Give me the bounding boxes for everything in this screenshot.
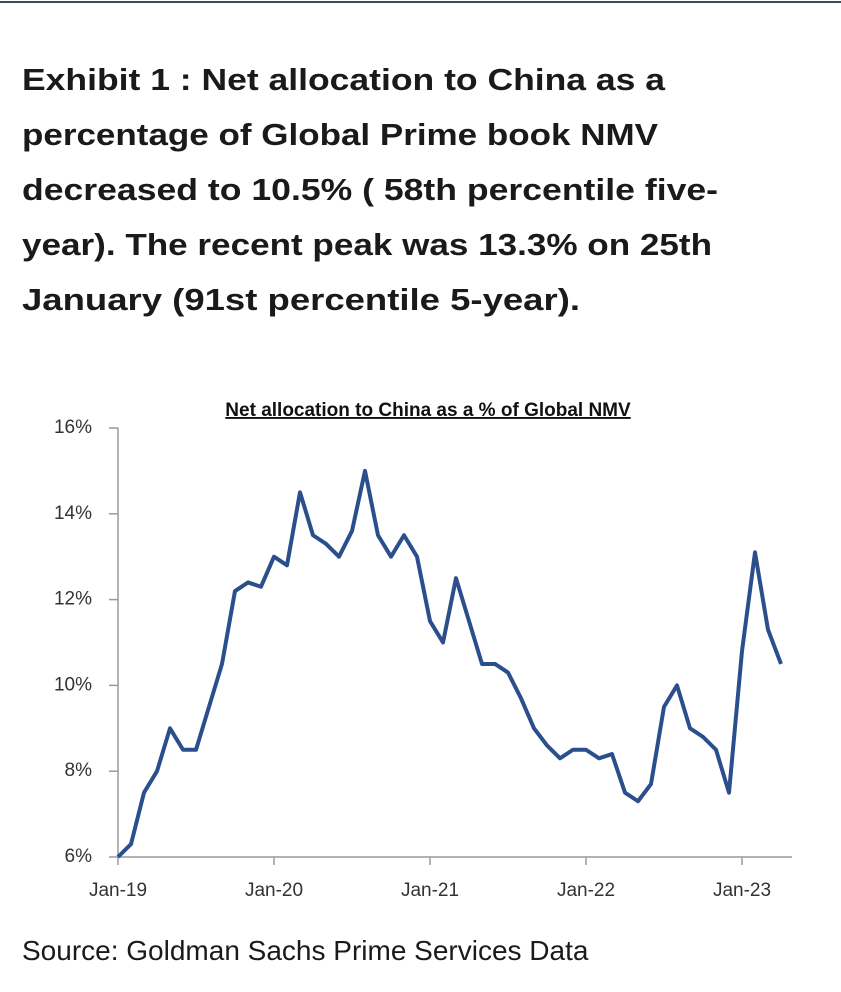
- heading-line: Exhibit 1 : Net allocation to China as a: [22, 62, 666, 97]
- y-tick-label: 8%: [65, 760, 93, 781]
- heading-line: year). The recent peak was 13.3% on 25th: [22, 227, 712, 262]
- x-tick-label: Jan-19: [89, 880, 147, 901]
- y-tick-label: 16%: [54, 417, 92, 438]
- x-tick-label: Jan-22: [557, 880, 615, 901]
- heading-line: decreased to 10.5% ( 58th percentile fiv…: [22, 172, 718, 207]
- x-tick-label: Jan-21: [401, 880, 459, 901]
- x-tick-label: Jan-23: [713, 880, 771, 901]
- y-tick-label: 14%: [54, 503, 92, 524]
- heading-line: percentage of Global Prime book NMV: [22, 117, 658, 152]
- heading-line: January (91st percentile 5-year).: [22, 282, 580, 317]
- source: Source: Goldman Sachs Prime Services Dat…: [22, 935, 589, 966]
- line-series: [116, 468, 783, 859]
- x-tick-label: Jan-20: [245, 880, 303, 901]
- chart-title: Net allocation to China as a % of Global…: [225, 400, 631, 421]
- y-tick-label: 12%: [54, 589, 92, 610]
- y-tick-label: 6%: [65, 846, 93, 867]
- y-tick-label: 10%: [54, 674, 92, 695]
